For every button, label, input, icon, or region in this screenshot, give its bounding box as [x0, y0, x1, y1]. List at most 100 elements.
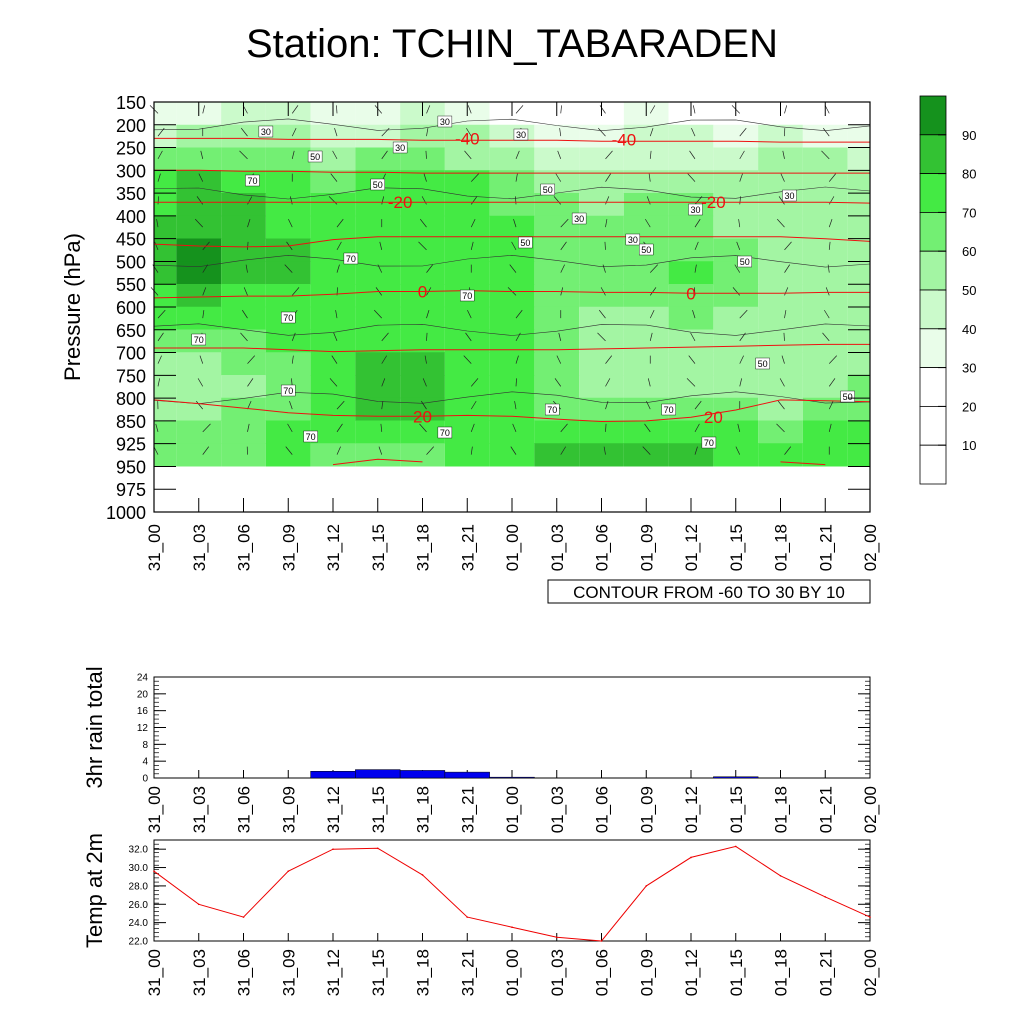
humidity-cell — [400, 397, 445, 421]
legend-label: 90 — [962, 128, 976, 143]
humidity-cell — [444, 375, 490, 399]
wind-barb — [515, 173, 518, 182]
wind-barb — [776, 218, 785, 228]
humidity-label-box — [625, 233, 641, 246]
temp-point — [824, 896, 827, 898]
time-tick-label: 31_21 — [458, 786, 477, 833]
humidity-cell — [713, 443, 759, 467]
contour-note-box — [547, 579, 871, 604]
cross-section-chart: -40 -40-20 -200 020 203030303030303030505050… — [60, 93, 880, 604]
humidity-cell — [802, 352, 848, 376]
time-tick-label: 31_00 — [145, 786, 164, 833]
wind-barb — [828, 423, 832, 432]
humidity-cell — [534, 261, 580, 285]
humidity-cell — [489, 215, 535, 239]
humidity-contour-label: 50 — [373, 180, 383, 190]
wind-barb — [691, 127, 696, 137]
humidity-cell — [444, 193, 490, 217]
humidity-contour-label: 30 — [261, 127, 271, 137]
humidity-cell — [489, 397, 535, 421]
y-tick-label: 32.0 — [129, 845, 149, 856]
wind-barb — [694, 241, 699, 251]
wind-barb — [377, 264, 383, 273]
wind-barb — [828, 241, 831, 250]
wind-barb — [558, 332, 562, 341]
humidity-label-box — [701, 436, 717, 449]
humidity-cell — [221, 193, 266, 217]
wind-barb — [381, 355, 387, 364]
legend-box — [919, 367, 947, 407]
humidity-cell — [355, 375, 401, 399]
humidity-cell — [579, 238, 624, 262]
humidity-cell — [444, 124, 490, 148]
wind-barb — [422, 378, 427, 387]
humidity-cell — [713, 147, 759, 171]
wind-barb — [464, 150, 472, 160]
wind-barb — [784, 446, 792, 455]
time-tick-label: 01_15 — [727, 949, 746, 996]
humidity-contour-label: 70 — [704, 438, 714, 448]
humidity-label-box — [370, 178, 385, 191]
humidity-label-box — [513, 128, 529, 141]
humidity-cell — [758, 443, 803, 467]
humidity-cell — [802, 193, 848, 217]
wind-barb — [247, 219, 251, 228]
wind-barb — [822, 332, 830, 342]
humidity-cell — [310, 420, 356, 444]
rain-bar — [713, 776, 759, 779]
wind-barb — [694, 264, 697, 273]
wind-barb — [649, 332, 653, 341]
time-tick-label: 31_06 — [235, 786, 254, 833]
pressure-tick-label: 450 — [116, 230, 146, 250]
wind-barb — [515, 105, 524, 114]
time-tick-label: 31_18 — [414, 524, 433, 571]
wind-barb — [560, 423, 568, 433]
humidity-cell — [154, 102, 177, 126]
humidity-cell — [489, 261, 535, 285]
wind-barb — [559, 128, 562, 137]
wind-barb — [197, 378, 204, 387]
wind-barb — [240, 332, 248, 342]
wind-barb — [334, 128, 338, 137]
wind-barb — [603, 446, 606, 455]
legend-box — [919, 444, 947, 485]
humidity-cell — [355, 329, 401, 353]
humidity-cell — [221, 147, 266, 171]
wind-barb — [555, 173, 562, 182]
humidity-cell — [400, 375, 445, 399]
wind-barb — [330, 173, 338, 182]
humidity-label-box — [392, 141, 408, 154]
wind-barb — [648, 173, 651, 182]
time-tick-label: 31_06 — [235, 949, 254, 996]
legend-box — [919, 211, 947, 252]
wind-barb — [247, 378, 254, 387]
legend-label: 30 — [962, 361, 976, 376]
humidity-cell — [758, 420, 803, 444]
wind-barb — [560, 241, 567, 251]
wind-barb — [778, 196, 785, 205]
time-tick-label: 01_15 — [727, 524, 746, 571]
pressure-tick-label: 250 — [116, 139, 146, 159]
pressure-tick-label: 600 — [116, 298, 146, 318]
humidity-cell — [310, 443, 356, 467]
humidity-label-box — [518, 236, 533, 249]
humidity-cell — [265, 147, 311, 171]
humidity-cell — [154, 147, 177, 171]
humidity-cell — [623, 306, 669, 330]
wind-barb — [426, 332, 428, 341]
wind-barb — [470, 173, 480, 182]
wind-barb — [470, 446, 473, 455]
humidity-cell — [758, 284, 803, 308]
humidity-cell — [847, 443, 870, 467]
y-tick-label: 4 — [142, 757, 148, 768]
wind-barb — [644, 423, 651, 433]
wind-barb — [470, 218, 476, 228]
legend-box — [919, 134, 947, 175]
wind-barb — [287, 423, 293, 433]
humidity-cell — [847, 306, 870, 330]
y-tick-label: 22.0 — [129, 937, 149, 948]
wind-barb — [828, 173, 837, 182]
wind-barb — [515, 309, 523, 319]
wind-barb — [605, 378, 611, 387]
pressure-tick-label: 550 — [116, 275, 146, 295]
